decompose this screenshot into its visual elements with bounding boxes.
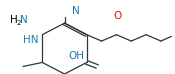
Text: N: N <box>20 15 27 25</box>
Text: O: O <box>113 11 122 21</box>
Text: 2: 2 <box>17 20 21 26</box>
Text: OH: OH <box>68 51 84 61</box>
Text: N: N <box>72 6 80 16</box>
Text: HN: HN <box>23 35 38 45</box>
Text: H: H <box>10 15 17 25</box>
